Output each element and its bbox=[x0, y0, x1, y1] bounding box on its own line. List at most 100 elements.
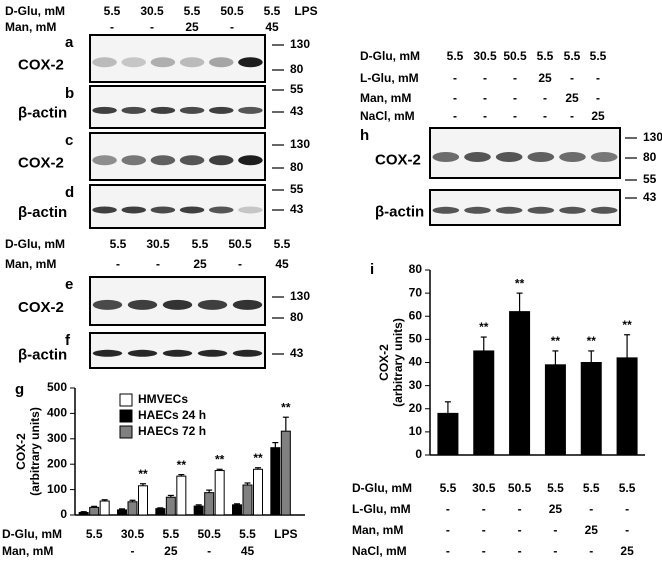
lane-label: 5.5 bbox=[564, 49, 581, 63]
protein-label: β-actin bbox=[18, 104, 67, 121]
lane-label: - bbox=[230, 20, 234, 34]
band bbox=[232, 349, 263, 357]
lane-label: - bbox=[596, 71, 600, 85]
lane-label: 25 bbox=[193, 257, 207, 271]
x-tick-label: - bbox=[446, 523, 450, 537]
lane-label: 30.5 bbox=[146, 237, 170, 251]
x-tick-label: 25 bbox=[164, 544, 178, 558]
row-label: Man, mM bbox=[2, 544, 53, 558]
x-tick-label: LPS bbox=[274, 527, 297, 541]
band bbox=[197, 299, 228, 310]
lane-label: 50.5 bbox=[220, 4, 244, 18]
y-axis-label: (arbitrary units) bbox=[28, 407, 42, 496]
y-tick-label: 10 bbox=[409, 424, 423, 438]
row-label: D-Glu, mM bbox=[2, 527, 62, 541]
row-label: NaCl, mM bbox=[360, 109, 415, 123]
band bbox=[495, 206, 523, 214]
x-tick-label: - bbox=[482, 523, 486, 537]
bar bbox=[509, 311, 531, 456]
band bbox=[179, 206, 205, 214]
legend-label: HAECs 24 h bbox=[138, 408, 206, 422]
band bbox=[527, 152, 555, 162]
x-tick-label: - bbox=[589, 502, 593, 516]
bar bbox=[473, 350, 495, 456]
x-tick-label: 5.5 bbox=[162, 527, 179, 541]
bar bbox=[204, 492, 215, 516]
lane-label: 5.5 bbox=[590, 49, 607, 63]
x-tick-label: 50.5 bbox=[508, 481, 532, 495]
significance: ** bbox=[515, 276, 525, 290]
bar bbox=[117, 509, 127, 516]
bar bbox=[214, 470, 225, 516]
y-tick-label: 30 bbox=[409, 378, 423, 392]
y-axis-label: (arbitrary units) bbox=[391, 318, 405, 407]
x-tick-label: - bbox=[553, 544, 557, 558]
lane-label: - bbox=[150, 20, 154, 34]
bar bbox=[280, 430, 291, 516]
lane-label: - bbox=[543, 91, 547, 105]
bar bbox=[616, 357, 638, 456]
panel-letter: f bbox=[65, 332, 71, 349]
row-label: L-Glu, mM bbox=[352, 502, 411, 516]
bar bbox=[89, 506, 100, 516]
x-tick-label: - bbox=[625, 523, 629, 537]
blot-frame bbox=[429, 127, 621, 179]
x-tick-label: 5.5 bbox=[619, 481, 636, 495]
band bbox=[238, 206, 263, 214]
row-label: Man, mM bbox=[360, 91, 411, 105]
x-tick-label: - bbox=[589, 544, 593, 558]
lane-label: 5.5 bbox=[274, 237, 291, 251]
band bbox=[495, 152, 523, 162]
x-tick-label: 5.5 bbox=[440, 481, 457, 495]
band bbox=[238, 155, 263, 166]
panel-letter: c bbox=[65, 132, 73, 149]
panel-letter: i bbox=[370, 261, 374, 278]
significance: ** bbox=[215, 452, 225, 466]
lane-label: - bbox=[483, 109, 487, 123]
lane-label: - bbox=[156, 257, 160, 271]
lane-label: - bbox=[453, 71, 457, 85]
bar bbox=[193, 505, 204, 516]
x-tick-label: 25 bbox=[549, 502, 563, 516]
band bbox=[179, 57, 205, 68]
band bbox=[92, 299, 123, 310]
bar bbox=[155, 508, 166, 516]
bar bbox=[544, 364, 566, 456]
marker-label: 55 bbox=[643, 172, 657, 186]
band bbox=[238, 57, 263, 68]
lane-label: - bbox=[513, 71, 517, 85]
band bbox=[127, 349, 158, 357]
bar bbox=[253, 468, 263, 516]
lane-label: 5.5 bbox=[447, 49, 464, 63]
band bbox=[92, 155, 117, 166]
row-label: Man, mM bbox=[352, 523, 403, 537]
band bbox=[92, 349, 123, 357]
band bbox=[464, 206, 491, 214]
lane-label: - bbox=[453, 109, 457, 123]
marker-label: 130 bbox=[290, 137, 310, 151]
lane-label: - bbox=[483, 71, 487, 85]
lane-label: 5.5 bbox=[264, 4, 281, 18]
band bbox=[121, 57, 146, 68]
lane-label: - bbox=[596, 91, 600, 105]
row-label: Man, mM bbox=[5, 20, 56, 34]
band bbox=[209, 155, 234, 166]
band bbox=[590, 206, 618, 214]
marker-label: 80 bbox=[643, 150, 657, 164]
significance: ** bbox=[622, 318, 632, 332]
lane-label: 45 bbox=[265, 20, 279, 34]
band bbox=[121, 206, 146, 214]
marker-label: 55 bbox=[290, 82, 304, 96]
significance: ** bbox=[177, 458, 187, 472]
bar bbox=[176, 475, 187, 516]
lane-label: - bbox=[513, 109, 517, 123]
marker-label: 130 bbox=[290, 289, 310, 303]
protein-label: COX-2 bbox=[375, 151, 421, 168]
y-tick-label: 60 bbox=[409, 308, 423, 322]
x-tick-label: - bbox=[482, 544, 486, 558]
marker-label: 43 bbox=[290, 104, 304, 118]
lane-label: 5.5 bbox=[184, 4, 201, 18]
marker-label: 80 bbox=[290, 160, 304, 174]
lane-label: 30.5 bbox=[473, 49, 497, 63]
